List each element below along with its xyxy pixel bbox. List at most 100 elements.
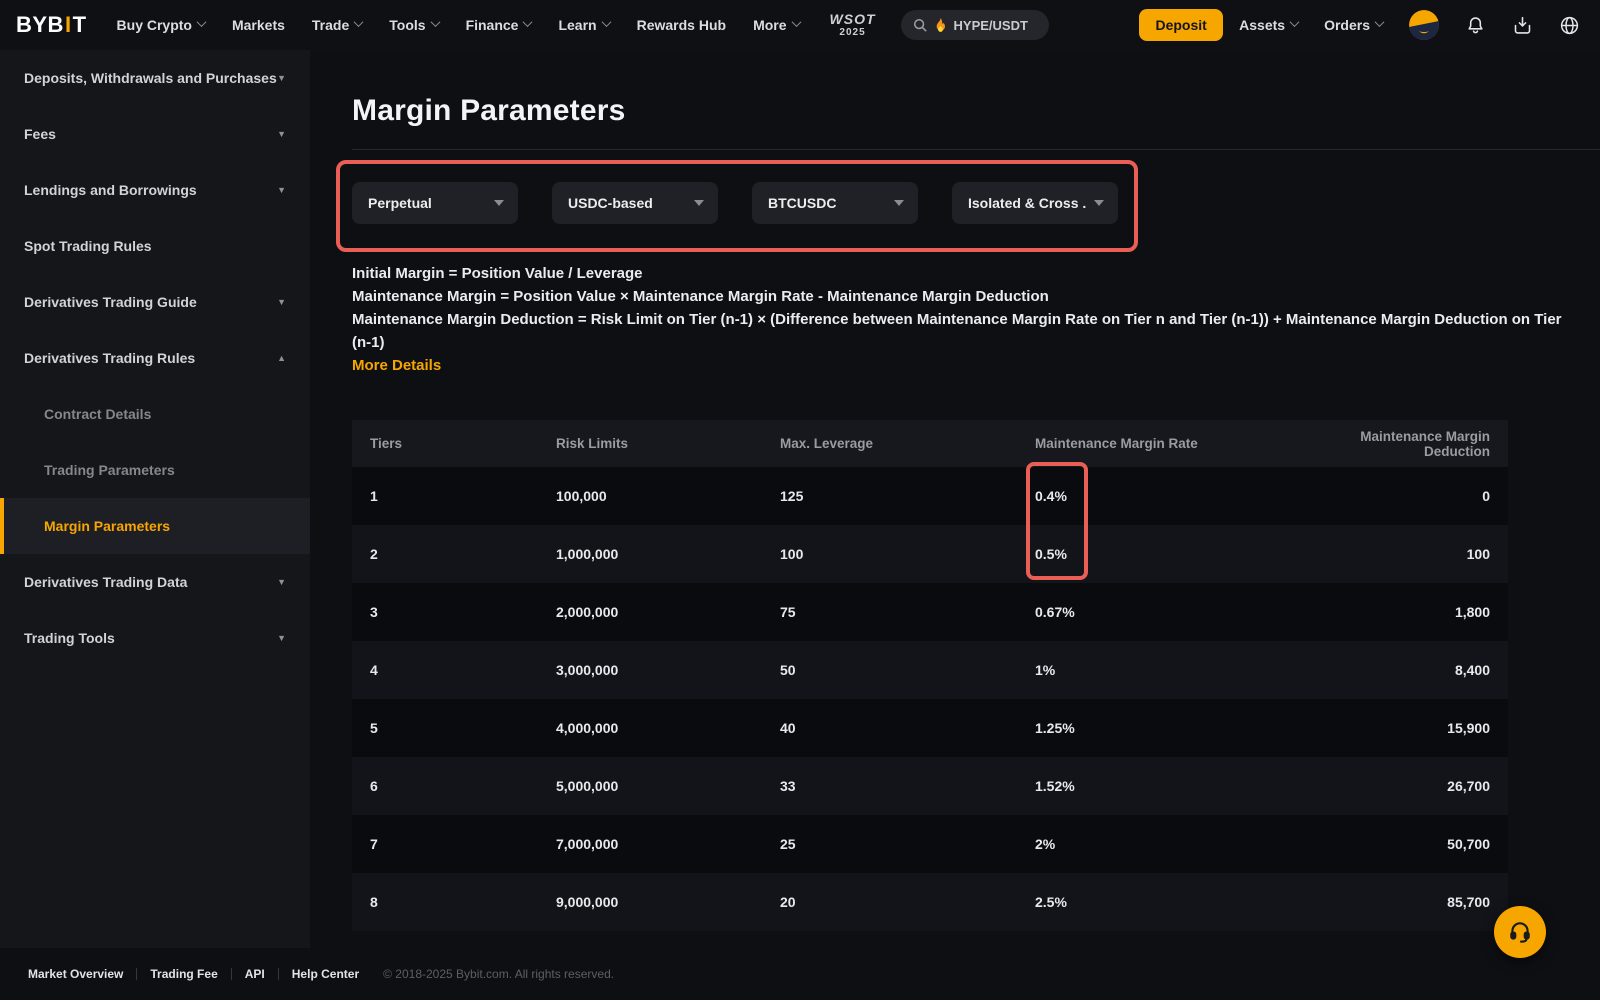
chevron-down-icon xyxy=(430,17,441,28)
table-row: 7 7,000,000 25 2% 50,700 xyxy=(352,815,1508,873)
sidebar-item-spot-trading-rules[interactable]: Spot Trading Rules xyxy=(24,238,152,254)
chevron-down-icon xyxy=(277,73,286,83)
chevron-down-icon xyxy=(601,17,612,28)
chevron-down-icon xyxy=(196,17,207,28)
formula-maintenance-margin-deduction: Maintenance Margin Deduction = Risk Limi… xyxy=(352,311,1562,351)
notifications-bell-icon[interactable] xyxy=(1465,15,1486,36)
margin-formulas: Initial Margin = Position Value / Levera… xyxy=(352,262,1568,354)
table-row: 6 5,000,000 33 1.52% 26,700 xyxy=(352,757,1508,815)
chevron-down-icon xyxy=(277,633,286,643)
search-icon xyxy=(913,18,926,32)
nav-trade[interactable]: Trade xyxy=(312,17,364,33)
more-details-link[interactable]: More Details xyxy=(352,357,442,374)
nav-markets[interactable]: Markets xyxy=(231,17,285,33)
footer-link-market-overview[interactable]: Market Overview xyxy=(28,967,124,981)
table-header-row: Tiers Risk Limits Max. Leverage Maintena… xyxy=(352,420,1508,467)
sidebar-item-lendings-borrowings[interactable]: Lendings and Borrowings xyxy=(0,162,310,218)
wsot-2025-logo[interactable]: WSOT 2025 xyxy=(829,11,876,38)
footer-link-trading-fee[interactable]: Trading Fee xyxy=(150,967,218,981)
table-row: 4 3,000,000 50 1% 8,400 xyxy=(352,641,1508,699)
settlement-currency-dropdown[interactable]: USDC-based xyxy=(552,182,718,224)
margin-mode-dropdown[interactable]: Isolated & Cross ... xyxy=(952,182,1118,224)
symbol-dropdown[interactable]: BTCUSDC xyxy=(752,182,918,224)
copyright-text: © 2018-2025 Bybit.com. All rights reserv… xyxy=(383,967,615,981)
nav-assets[interactable]: Assets xyxy=(1239,17,1300,33)
chevron-down-icon xyxy=(277,129,286,139)
chevron-down-icon xyxy=(1374,17,1385,28)
chevron-down-icon xyxy=(1289,17,1300,28)
footer-link-help-center[interactable]: Help Center xyxy=(291,967,360,981)
chevron-down-icon xyxy=(523,17,533,28)
annotation-highlight-filters xyxy=(336,160,1138,252)
sidebar-item-fees[interactable]: Fees xyxy=(0,106,310,162)
chevron-down-icon xyxy=(791,17,801,28)
main-content: Margin Parameters Perpetual USDC-based B… xyxy=(310,50,1600,948)
nav-rewards-hub[interactable]: Rewards Hub xyxy=(636,17,727,33)
sidebar-item-derivatives-trading-rules[interactable]: Derivatives Trading Rules xyxy=(0,330,310,386)
sidebar-item-trading-tools[interactable]: Trading Tools xyxy=(0,610,310,666)
formula-initial-margin: Initial Margin = Position Value / Levera… xyxy=(352,265,643,282)
nav-more[interactable]: More xyxy=(753,17,801,33)
chevron-down-icon xyxy=(277,577,286,587)
search-value: HYPE/USDT xyxy=(953,17,1028,33)
table-row: 5 4,000,000 40 1.25% 15,900 xyxy=(352,699,1508,757)
nav-finance[interactable]: Finance xyxy=(466,17,533,33)
nav-tools[interactable]: Tools xyxy=(389,17,441,33)
logo-text-2: T xyxy=(72,12,87,37)
headset-icon xyxy=(1510,922,1530,943)
sidebar-item-margin-parameters[interactable]: Margin Parameters xyxy=(0,498,310,554)
header-maintenance-margin-rate: Maintenance Margin Rate xyxy=(1035,436,1198,451)
sidebar-item-derivatives-trading-data[interactable]: Derivatives Trading Data xyxy=(0,554,310,610)
header-maintenance-margin-deduction: Maintenance Margin Deduction xyxy=(1360,428,1490,459)
top-navigation-bar: BYB I T Buy Crypto Markets Trade Tools Fin… xyxy=(0,0,1600,50)
page-title: Margin Parameters xyxy=(352,94,626,127)
divider xyxy=(277,968,279,980)
globe-language-icon[interactable] xyxy=(1559,15,1580,36)
bybit-logo[interactable]: BYB I T xyxy=(16,12,87,38)
sidebar: Deposits, Withdrawals and Purchases Fees… xyxy=(0,50,310,948)
logo-accent: I xyxy=(64,12,72,37)
chevron-down-icon xyxy=(277,297,286,307)
chevron-up-icon xyxy=(277,353,286,363)
sidebar-item-deposits-withdrawals[interactable]: Deposits, Withdrawals and Purchases xyxy=(0,50,310,106)
divider xyxy=(136,968,138,980)
sidebar-item-contract-details[interactable]: Contract Details xyxy=(44,406,152,422)
chevron-down-icon xyxy=(353,17,364,28)
contract-type-dropdown[interactable]: Perpetual xyxy=(352,182,518,224)
footer-link-api[interactable]: API xyxy=(244,967,265,981)
support-chat-button[interactable] xyxy=(1494,906,1546,958)
sidebar-item-trading-parameters[interactable]: Trading Parameters xyxy=(44,462,175,478)
deposit-button[interactable]: Deposit xyxy=(1139,9,1224,41)
nav-right-cluster: Assets Orders xyxy=(1239,10,1580,40)
annotation-highlight-rate-cells xyxy=(1026,462,1088,580)
search-input[interactable]: HYPE/USDT xyxy=(900,10,1049,40)
chevron-down-icon xyxy=(277,185,286,195)
header-max-leverage: Max. Leverage xyxy=(780,436,874,451)
sidebar-item-derivatives-trading-guide[interactable]: Derivatives Trading Guide xyxy=(0,274,310,330)
header-tiers: Tiers xyxy=(370,436,403,451)
avatar[interactable] xyxy=(1409,10,1439,40)
chevron-down-icon xyxy=(1094,200,1104,206)
table-row: 3 2,000,000 75 0.67% 1,800 xyxy=(352,583,1508,641)
flame-icon xyxy=(936,17,945,32)
footer: Market Overview Trading Fee API Help Cen… xyxy=(0,948,1600,1000)
main-menu: Buy Crypto Markets Trade Tools Finance L… xyxy=(117,17,801,33)
nav-orders[interactable]: Orders xyxy=(1324,17,1385,33)
divider xyxy=(352,149,1600,150)
download-app-icon[interactable] xyxy=(1512,15,1533,36)
table-row: 8 9,000,000 20 2.5% 85,700 xyxy=(352,873,1508,931)
chevron-down-icon xyxy=(494,200,504,206)
nav-buy-crypto[interactable]: Buy Crypto xyxy=(117,17,207,33)
chevron-down-icon xyxy=(694,200,704,206)
table-row: 2 1,000,000 100 0.5% 100 xyxy=(352,525,1508,583)
header-risk-limits: Risk Limits xyxy=(556,436,629,451)
divider xyxy=(230,968,232,980)
formula-maintenance-margin: Maintenance Margin = Position Value × Ma… xyxy=(352,288,1049,305)
filters-row: Perpetual USDC-based BTCUSDC Isolated & … xyxy=(352,182,1118,224)
chevron-down-icon xyxy=(894,200,904,206)
nav-learn[interactable]: Learn xyxy=(558,17,612,33)
margin-parameters-table: Tiers Risk Limits Max. Leverage Maintena… xyxy=(352,420,1508,931)
table-row: 1 100,000 125 0.4% 0 xyxy=(352,467,1508,525)
logo-text: BYB xyxy=(16,12,64,37)
